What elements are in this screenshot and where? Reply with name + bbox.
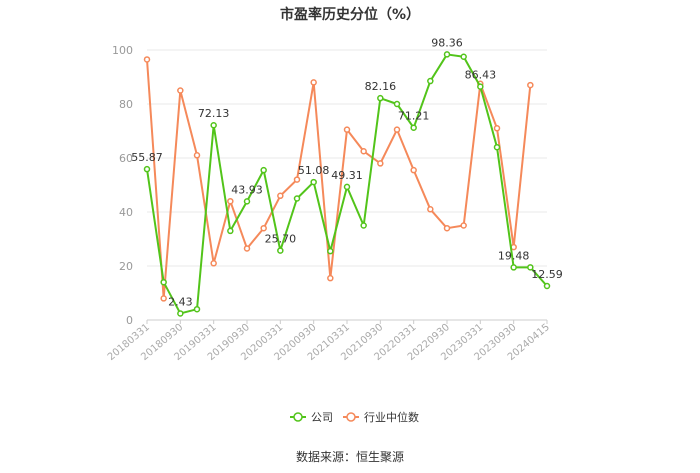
data-label: 19.48 [498,249,530,262]
data-point[interactable] [410,124,417,131]
data-point[interactable] [143,165,151,173]
legend-item-0[interactable]: 公司 [290,411,333,424]
y-tick-label: 20 [119,260,133,273]
series-layer [143,51,551,317]
data-label: 71.21 [398,110,430,123]
data-label: 49.31 [331,169,363,182]
data-point[interactable] [293,195,301,202]
data-point[interactable] [277,247,284,254]
data-point[interactable] [160,295,167,302]
data-label: 86.43 [465,69,497,82]
data-label: 98.36 [431,36,463,49]
data-point[interactable] [493,143,501,151]
data-label: 43.93 [231,183,263,196]
data-point[interactable] [343,183,351,191]
data-labels: 55.87 2.43 72.13 43.93 25.70 51.08 49.31 82.16 7… [131,36,563,308]
data-label: 51.08 [298,164,330,177]
chart-title: 市盈率历史分位（%） [280,6,420,23]
data-label: 2.43 [168,295,193,308]
legend[interactable]: 公司 行业中位数 [290,410,419,424]
y-tick-label: 60 [119,152,133,165]
data-point[interactable] [243,245,251,252]
data-point[interactable] [310,79,317,86]
data-point[interactable] [177,310,184,317]
data-label: 72.13 [198,107,230,120]
data-point[interactable] [343,126,351,133]
legend-label: 行业中位数 [364,410,419,424]
data-point[interactable] [310,178,317,186]
data-point[interactable] [227,197,234,205]
legend-marker [293,412,303,422]
data-point[interactable] [243,198,251,205]
data-point[interactable] [427,77,434,85]
data-point[interactable] [210,121,217,129]
data-point[interactable] [543,282,551,290]
y-tick-label: 40 [119,206,133,219]
data-label: 82.16 [365,80,397,93]
series-line-1 [146,59,532,300]
data-point[interactable] [527,264,534,271]
data-point[interactable] [460,53,467,60]
data-point[interactable] [527,81,534,89]
legend-label: 公司 [311,411,333,424]
data-point[interactable] [143,56,151,63]
data-point[interactable] [393,126,401,133]
data-point[interactable] [477,83,484,90]
y-axis: 0 20 40 60 80 100 [112,44,133,327]
data-point[interactable] [410,166,417,174]
y-tick-label: 100 [112,44,133,57]
data-point[interactable] [193,305,201,313]
data-point[interactable] [177,87,184,94]
data-point[interactable] [393,100,401,108]
data-point[interactable] [193,152,201,159]
data-point[interactable] [360,148,367,155]
data-point[interactable] [293,176,301,183]
data-point[interactable] [277,192,284,200]
data-label: 12.59 [531,268,563,281]
data-point[interactable] [443,224,451,232]
x-axis: 2018033120180930201903312019093020200331… [106,319,552,363]
data-point[interactable] [227,227,234,235]
legend-marker [346,412,356,422]
data-point[interactable] [460,222,467,229]
data-point[interactable] [510,264,517,271]
data-point[interactable] [493,125,501,132]
data-point[interactable] [427,206,434,213]
y-tick-label: 80 [119,98,133,111]
data-point[interactable] [377,160,384,167]
data-point[interactable] [360,222,367,229]
data-point[interactable] [260,224,267,232]
data-point[interactable] [260,166,267,174]
legend-item-1[interactable]: 行业中位数 [343,410,419,424]
data-point[interactable] [327,247,334,255]
data-label: 25.70 [265,233,297,246]
source-note: 数据来源：恒生聚源 [296,449,404,464]
data-point[interactable] [327,274,334,282]
data-point[interactable] [210,260,217,267]
y-tick-label: 0 [126,314,133,327]
data-point[interactable] [160,278,167,286]
data-point[interactable] [443,51,451,58]
data-point[interactable] [377,94,384,102]
data-label: 55.87 [131,151,163,164]
